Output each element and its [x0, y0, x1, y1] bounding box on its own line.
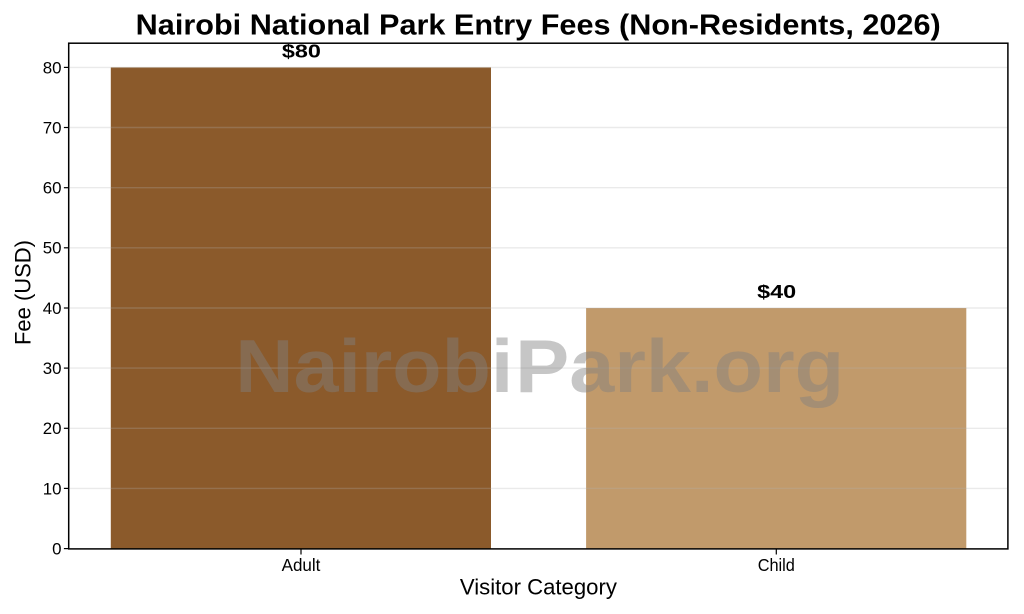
svg-text:0: 0 — [52, 540, 61, 559]
svg-text:Visitor Category: Visitor Category — [460, 574, 617, 599]
svg-text:$80: $80 — [282, 42, 321, 62]
svg-text:Nairobi: Nairobi — [235, 324, 513, 408]
svg-text:70: 70 — [43, 118, 62, 137]
svg-text:40: 40 — [43, 299, 62, 318]
svg-text:50: 50 — [43, 239, 62, 258]
svg-text:Nairobi National Park Entry Fe: Nairobi National Park Entry Fees (Non-Re… — [136, 10, 941, 42]
svg-text:10: 10 — [43, 479, 62, 498]
svg-text:Adult: Adult — [282, 555, 321, 575]
svg-text:20: 20 — [43, 419, 62, 438]
svg-text:Child: Child — [758, 555, 795, 575]
svg-text:Park.org: Park.org — [515, 324, 844, 408]
svg-text:30: 30 — [43, 359, 62, 378]
svg-text:80: 80 — [43, 58, 62, 77]
svg-text:Fee (USD): Fee (USD) — [11, 240, 36, 345]
svg-text:60: 60 — [43, 179, 62, 198]
svg-text:$40: $40 — [757, 282, 796, 302]
